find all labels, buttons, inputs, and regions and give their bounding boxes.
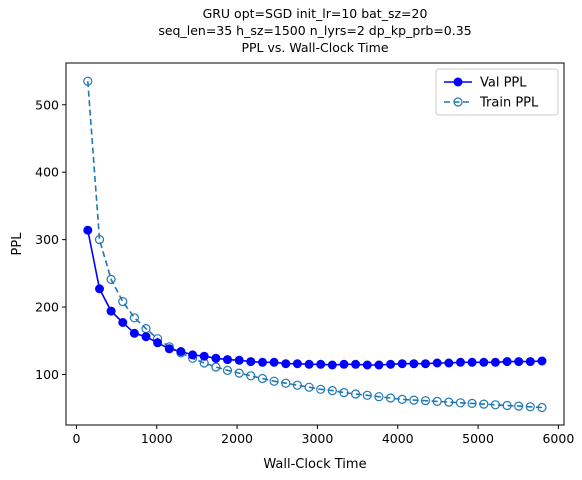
- y-tick-label: 100: [35, 367, 59, 382]
- val-ppl-point: [107, 307, 115, 315]
- val-ppl-point: [282, 360, 290, 368]
- val-ppl-point: [270, 358, 278, 366]
- val-ppl-point: [119, 319, 127, 327]
- val-ppl-point: [363, 361, 371, 369]
- legend-val-ppl-marker: [454, 78, 462, 86]
- val-ppl-point: [340, 360, 348, 368]
- chart-title: GRU opt=SGD init_lr=10 bat_sz=20 seq_len…: [158, 6, 471, 55]
- x-tick-label: 5000: [462, 431, 494, 446]
- val-ppl-point: [422, 360, 430, 368]
- val-ppl-point: [165, 345, 173, 353]
- x-tick-label: 4000: [382, 431, 414, 446]
- val-ppl-point: [526, 358, 534, 366]
- y-tick-label: 400: [35, 165, 59, 180]
- train-ppl-series: [84, 77, 546, 411]
- val-ppl-point: [468, 358, 476, 366]
- val-ppl-point: [375, 361, 383, 369]
- y-axis-label: PPL: [10, 232, 25, 256]
- val-ppl-point: [480, 358, 488, 366]
- series-layer: [84, 77, 546, 411]
- title-line-3: PPL vs. Wall-Clock Time: [241, 40, 388, 55]
- x-tick-label: 1000: [141, 431, 173, 446]
- y-tick-label: 200: [35, 300, 59, 315]
- x-axis-label: Wall-Clock Time: [263, 457, 366, 472]
- val-ppl-point: [352, 360, 360, 368]
- val-ppl-point: [538, 357, 546, 365]
- val-ppl-point: [433, 359, 441, 367]
- val-ppl-series: [84, 226, 546, 369]
- x-axis: 0 1000 2000 3000 4000 5000 6000: [72, 425, 574, 446]
- legend: Val PPL Train PPL: [436, 69, 558, 115]
- val-ppl-point: [200, 352, 208, 360]
- val-ppl-point: [224, 356, 232, 364]
- val-ppl-point: [328, 361, 336, 369]
- title-line-1: GRU opt=SGD init_lr=10 bat_sz=20: [203, 6, 428, 21]
- val-ppl-point: [317, 360, 325, 368]
- plot-frame: [66, 63, 564, 425]
- val-ppl-point: [457, 358, 465, 366]
- legend-val-ppl-label: Val PPL: [480, 76, 527, 91]
- val-ppl-point: [305, 360, 313, 368]
- x-tick-label: 2000: [221, 431, 253, 446]
- val-ppl-point: [130, 329, 138, 337]
- val-ppl-point: [247, 358, 255, 366]
- legend-train-ppl-label: Train PPL: [479, 96, 539, 111]
- train-ppl-point: [119, 298, 127, 306]
- x-tick-label: 6000: [542, 431, 574, 446]
- val-ppl-point: [293, 360, 301, 368]
- val-ppl-point: [189, 351, 197, 359]
- val-ppl-point: [387, 360, 395, 368]
- y-axis: 100 200 300 400 500: [35, 97, 66, 382]
- val-ppl-point: [503, 358, 511, 366]
- val-ppl-point: [84, 226, 92, 234]
- train-ppl-point: [130, 314, 138, 322]
- val-ppl-point: [212, 354, 220, 362]
- val-ppl-point: [445, 359, 453, 367]
- x-tick-label: 0: [72, 431, 80, 446]
- val-ppl-point: [410, 360, 418, 368]
- val-ppl-point: [491, 358, 499, 366]
- val-ppl-point: [235, 356, 243, 364]
- val-ppl-point: [142, 333, 150, 341]
- val-ppl-point: [154, 339, 162, 347]
- y-tick-label: 500: [35, 97, 59, 112]
- y-tick-label: 300: [35, 232, 59, 247]
- val-ppl-point: [259, 358, 267, 366]
- val-ppl-point: [515, 358, 523, 366]
- val-ppl-point: [177, 348, 185, 356]
- x-tick-label: 3000: [302, 431, 334, 446]
- val-ppl-point: [96, 285, 104, 293]
- title-line-2: seq_len=35 h_sz=1500 n_lyrs=2 dp_kp_prb=…: [158, 23, 471, 38]
- val-ppl-point: [398, 360, 406, 368]
